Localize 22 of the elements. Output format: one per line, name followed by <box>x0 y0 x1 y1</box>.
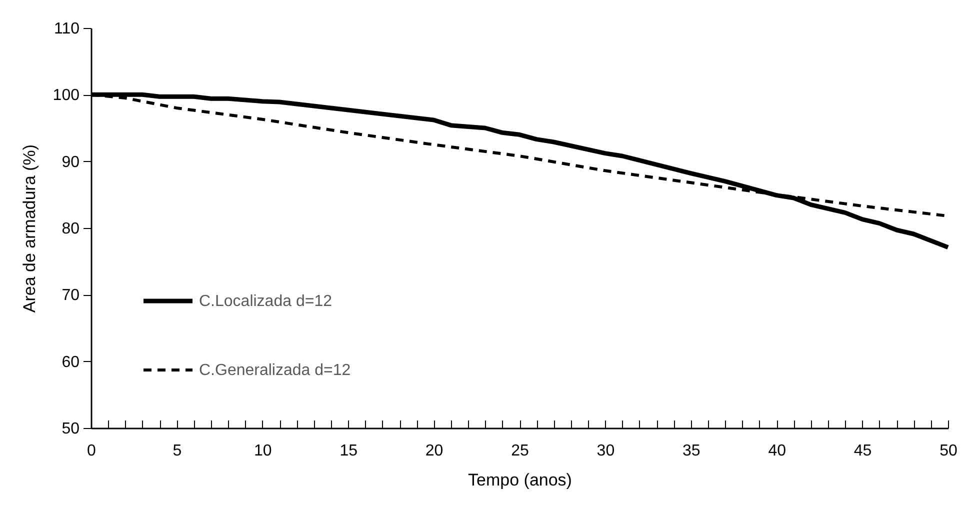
y-tick-label: 100 <box>52 87 80 104</box>
y-tick-label: 110 <box>54 20 80 38</box>
x-tick-label: 0 <box>87 442 96 460</box>
x-tick-label: 35 <box>682 442 700 460</box>
x-tick-label: 25 <box>511 442 529 460</box>
y-tick-label: 50 <box>62 420 80 438</box>
x-tick-label: 50 <box>940 442 958 460</box>
legend-label: C.Generalizada d=12 <box>199 362 351 379</box>
x-tick-label: 40 <box>768 442 786 460</box>
x-tick-label: 5 <box>172 442 182 460</box>
y-tick-label: 90 <box>62 154 80 171</box>
y-axis-title: Area de armadura (%) <box>20 144 39 313</box>
y-tick-label: 60 <box>62 354 80 371</box>
x-axis-title: Tempo (anos) <box>468 470 572 490</box>
y-tick-label: 70 <box>62 287 80 304</box>
legend-label: C.Localizada d=12 <box>199 293 332 310</box>
x-tick-label: 20 <box>425 442 444 460</box>
x-tick-label: 10 <box>254 442 272 460</box>
x-tick-label: 15 <box>340 442 358 460</box>
y-tick-label: 80 <box>62 220 80 238</box>
x-tick-label: 45 <box>854 442 872 460</box>
x-tick-label: 30 <box>596 442 615 460</box>
